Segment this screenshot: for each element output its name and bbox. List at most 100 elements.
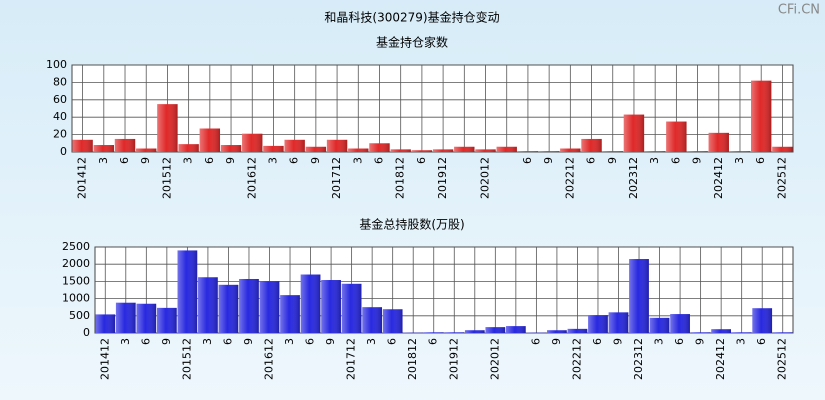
x-tick-label: 3: [119, 338, 132, 345]
bar-shade: [300, 274, 321, 333]
x-tick-label: 202312: [627, 157, 640, 199]
bar-shade: [218, 284, 239, 333]
bar-shade: [199, 128, 221, 152]
bar-shade: [444, 332, 465, 333]
bar-shade: [772, 332, 793, 333]
bar-shade: [178, 144, 199, 152]
x-tick-label: 6: [415, 157, 428, 164]
bar-shade: [423, 332, 444, 333]
x-tick-label: 6: [118, 157, 131, 164]
y-tick-label: 0: [83, 326, 90, 339]
x-tick-label: 201712: [345, 338, 358, 380]
y-tick-label: 2000: [62, 257, 90, 270]
bar-shade: [177, 250, 198, 333]
x-tick-label: 3: [201, 338, 214, 345]
bar-shade: [666, 121, 687, 152]
x-tick-label: 202312: [632, 338, 645, 380]
bar-shade: [411, 150, 433, 152]
x-tick-label: 6: [304, 338, 317, 345]
x-tick-label: 6: [288, 157, 301, 164]
x-tick-label: 9: [309, 157, 322, 164]
x-tick-label: 3: [365, 338, 378, 345]
bar-shade: [729, 151, 751, 152]
x-tick-label: 201512: [160, 157, 173, 199]
bar-shade: [623, 114, 645, 152]
x-tick-label: 202512: [775, 157, 788, 199]
x-tick-label: 6: [427, 338, 440, 345]
y-tick-label: 1000: [62, 292, 90, 305]
bar-shade: [608, 312, 629, 333]
x-tick-label: 201612: [263, 338, 276, 380]
bar-shade: [649, 317, 670, 333]
x-tick-label: 201912: [436, 157, 449, 199]
bar-shade: [95, 314, 116, 333]
x-tick-label: 6: [521, 157, 534, 164]
x-tick-label: 201812: [406, 338, 419, 380]
x-tick-label: 3: [97, 157, 110, 164]
x-tick-label: 6: [591, 338, 604, 345]
y-tick-label: 0: [60, 145, 67, 158]
x-tick-label: 202512: [776, 338, 789, 380]
bar-shade: [644, 151, 666, 152]
x-tick-label: 6: [755, 338, 768, 345]
x-tick-label: 201912: [447, 338, 460, 380]
chart-title: 基金总持股数(万股): [359, 217, 464, 232]
bar-shade: [242, 133, 263, 152]
bar-shade: [670, 314, 690, 333]
x-tick-label: 6: [754, 157, 767, 164]
bar-shade: [239, 278, 259, 333]
bar-shade: [581, 138, 602, 152]
x-tick-label: 6: [203, 157, 216, 164]
y-tick-label: 80: [53, 75, 67, 88]
bar-shade: [464, 330, 485, 333]
bar-shade: [496, 146, 517, 152]
x-tick-label: 9: [612, 338, 625, 345]
bar-shade: [284, 139, 305, 152]
bar-shade: [560, 148, 581, 152]
x-tick-label: 3: [351, 157, 364, 164]
bar-shade: [475, 149, 496, 152]
bar-shade: [567, 328, 588, 333]
bar-shade: [136, 303, 157, 333]
chart-title: 基金持仓家数: [376, 35, 448, 50]
x-tick-label: 9: [139, 157, 152, 164]
bar-shade: [72, 139, 93, 152]
x-tick-label: 3: [182, 157, 195, 164]
bar-shade: [752, 308, 773, 333]
bar-shade: [538, 151, 560, 152]
bar-shade: [751, 80, 772, 152]
x-tick-label: 3: [266, 157, 279, 164]
bar-shade: [690, 332, 711, 333]
x-tick-label: 6: [529, 338, 542, 345]
bar-shade: [115, 302, 136, 333]
x-tick-label: 201512: [180, 338, 193, 380]
page-title: 和晶科技(300279)基金持仓变动: [324, 10, 499, 25]
bar-shade: [390, 149, 411, 152]
x-tick-label: 202412: [712, 157, 725, 199]
x-tick-label: 3: [733, 157, 746, 164]
watermark: CFi.CN: [778, 3, 820, 18]
x-tick-label: 9: [324, 338, 337, 345]
x-tick-label: 202012: [479, 157, 492, 199]
x-tick-label: 3: [283, 338, 296, 345]
bar-shade: [687, 151, 708, 152]
x-tick-label: 202412: [714, 338, 727, 380]
bar-shade: [369, 143, 390, 152]
x-tick-label: 9: [224, 157, 237, 164]
x-tick-label: 201412: [76, 157, 89, 199]
bar-shade: [382, 309, 403, 333]
bar-shade: [772, 146, 793, 152]
x-tick-label: 3: [735, 338, 748, 345]
bar-shade: [517, 151, 539, 152]
bar-shade: [321, 280, 341, 333]
x-tick-label: 6: [221, 338, 234, 345]
y-tick-label: 60: [53, 93, 67, 106]
y-tick-label: 1500: [62, 274, 90, 287]
bar-shade: [454, 146, 475, 152]
x-tick-label: 202012: [488, 338, 501, 380]
bar-shade: [259, 281, 280, 333]
bar-shade: [156, 307, 177, 333]
bar-shade: [485, 327, 506, 333]
bar-shade: [341, 283, 362, 333]
